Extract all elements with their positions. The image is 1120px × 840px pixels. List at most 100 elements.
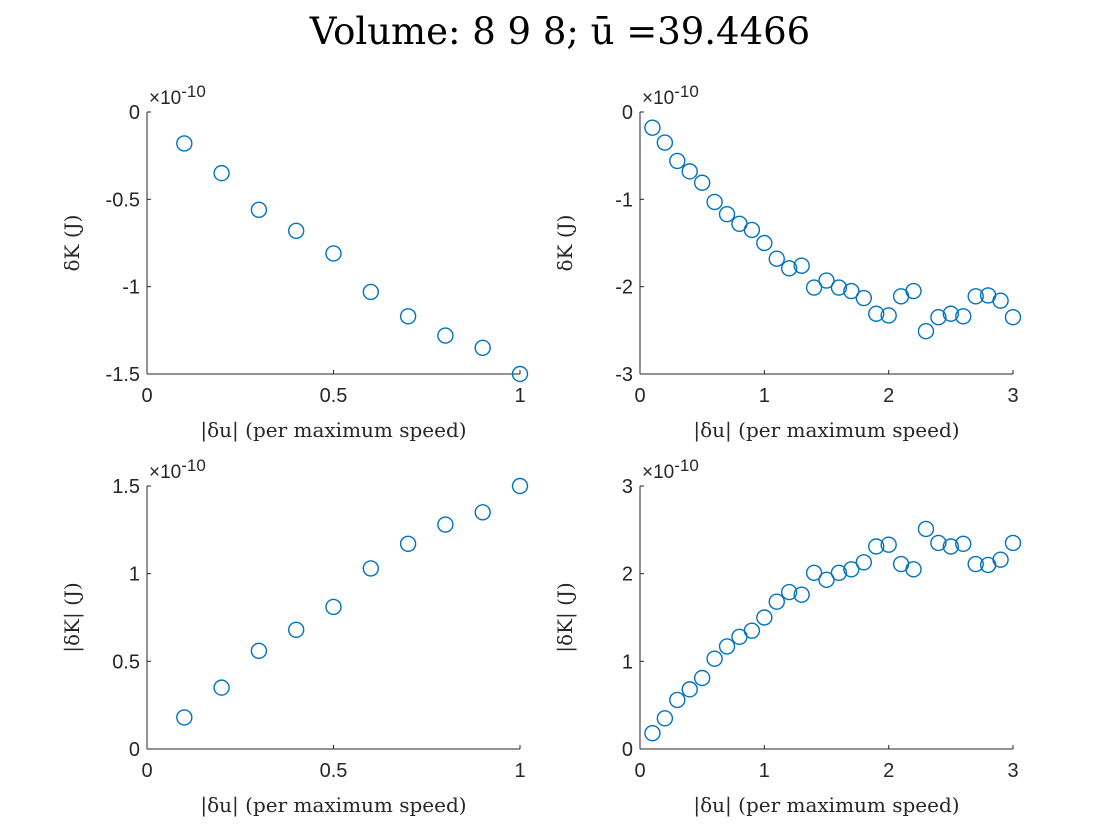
- exponent-base: ×10: [149, 462, 181, 483]
- data-point: [288, 222, 305, 239]
- data-point: [706, 650, 723, 667]
- x-tick-label: 1: [514, 760, 525, 782]
- exponent-power: -10: [674, 456, 699, 475]
- data-point: [930, 309, 947, 326]
- data-point: [942, 538, 960, 555]
- data-point: [213, 679, 230, 696]
- data-point: [781, 583, 798, 601]
- data-point: [693, 174, 711, 191]
- data-point: [967, 288, 984, 305]
- data-point: [213, 164, 230, 182]
- x-tick-label: 1: [759, 760, 770, 782]
- x-tick-label: 2: [883, 385, 894, 407]
- data-point: [805, 279, 823, 296]
- exponent-base: ×10: [642, 462, 674, 483]
- data-point: [693, 669, 711, 687]
- y-exponent-label: ×10-10: [642, 456, 699, 483]
- y-tick-label: 3: [622, 476, 633, 498]
- data-point: [992, 292, 1009, 309]
- y-exponent-label: ×10-10: [149, 456, 206, 483]
- data-point: [176, 709, 193, 726]
- data-point: [250, 642, 268, 660]
- x-tick-label: 1: [759, 385, 770, 407]
- data-point: [843, 561, 860, 578]
- y-tick-label: 1: [129, 564, 140, 586]
- data-point: [868, 538, 885, 555]
- exponent-base: ×10: [642, 88, 674, 109]
- data-point: [830, 279, 848, 296]
- x-tick-label: 0.5: [320, 760, 348, 782]
- x-tick-label: 1: [514, 385, 525, 407]
- subplot-4: 0 1 2 3 0 1 2 3 ×10-10 |δu| (per maximum speed) |δ…: [553, 456, 1022, 818]
- x-tick-label: 0: [141, 760, 152, 782]
- exponent-power: -10: [181, 456, 206, 475]
- x-tick-label: 0: [634, 760, 645, 782]
- y-tick-label: 0: [622, 739, 633, 761]
- data-point: [768, 593, 785, 610]
- x-tick-label: 0: [141, 385, 152, 407]
- data-point: [917, 520, 935, 538]
- data-point: [399, 535, 417, 553]
- exponent-power: -10: [674, 82, 699, 101]
- data-point: [942, 305, 960, 322]
- y-tick-label: 0.5: [112, 651, 140, 673]
- data-point: [880, 536, 897, 553]
- data-point: [805, 564, 823, 581]
- data-point: [656, 134, 674, 151]
- data-point: [818, 571, 835, 589]
- y-axis-label: |δK| (J): [553, 582, 578, 652]
- y-tick-label: -1.5: [106, 364, 140, 386]
- data-point: [768, 250, 785, 267]
- data-point: [437, 327, 454, 344]
- y-tick-label: -3: [615, 364, 633, 386]
- data-point: [644, 725, 661, 742]
- y-axis-label: |δK| (J): [60, 582, 85, 652]
- x-axis-label: |δu| (per maximum speed): [693, 793, 959, 818]
- y-tick-label: 0: [622, 102, 633, 124]
- data-point: [992, 551, 1009, 568]
- data-point: [793, 586, 810, 603]
- y-tick-label: 1.5: [112, 476, 140, 498]
- data-point: [855, 554, 872, 571]
- data-point: [681, 681, 698, 698]
- data-point: [362, 560, 379, 577]
- y-tick-label: -1: [122, 277, 140, 299]
- data-point: [362, 283, 379, 301]
- exponent-power: -10: [181, 82, 206, 101]
- data-point: [793, 257, 810, 274]
- y-tick-label: -2: [615, 277, 633, 299]
- x-tick-label: 3: [1007, 385, 1018, 407]
- subplot-2: 0 1 2 3-3-2-10×10-10|δu| (per maximum speed…: [553, 82, 1022, 443]
- data-point: [743, 622, 761, 639]
- data-point: [718, 638, 736, 655]
- y-tick-label: 0: [129, 102, 140, 124]
- y-axis-label: δK (J): [60, 215, 84, 272]
- data-point: [855, 289, 872, 307]
- data-point: [325, 245, 342, 262]
- data-point: [511, 477, 529, 495]
- data-point: [1004, 534, 1022, 552]
- x-axis-label: |δu| (per maximum speed): [200, 418, 466, 443]
- y-tick-label: 2: [622, 564, 633, 586]
- data-point: [474, 339, 491, 356]
- data-point: [830, 564, 848, 581]
- subplot-3: 0 0.5 1 0 0.5 1 1.5 ×10-10 |δu| (per maximum spe…: [60, 456, 529, 818]
- data-point: [756, 234, 773, 252]
- x-axis-label: |δu| (per maximum speed): [200, 793, 466, 818]
- data-point: [1004, 309, 1022, 326]
- data-point: [250, 201, 268, 219]
- data-point: [718, 205, 736, 223]
- y-tick-label: 1: [622, 651, 633, 673]
- data-point: [756, 609, 773, 626]
- data-point: [399, 308, 417, 325]
- exponent-base: ×10: [149, 88, 181, 109]
- data-point: [656, 710, 674, 727]
- y-exponent-label: ×10-10: [642, 82, 699, 109]
- data-point: [868, 305, 885, 322]
- data-point: [818, 272, 835, 289]
- data-point: [288, 621, 305, 638]
- y-tick-label: -0.5: [106, 189, 140, 211]
- data-point: [917, 323, 935, 340]
